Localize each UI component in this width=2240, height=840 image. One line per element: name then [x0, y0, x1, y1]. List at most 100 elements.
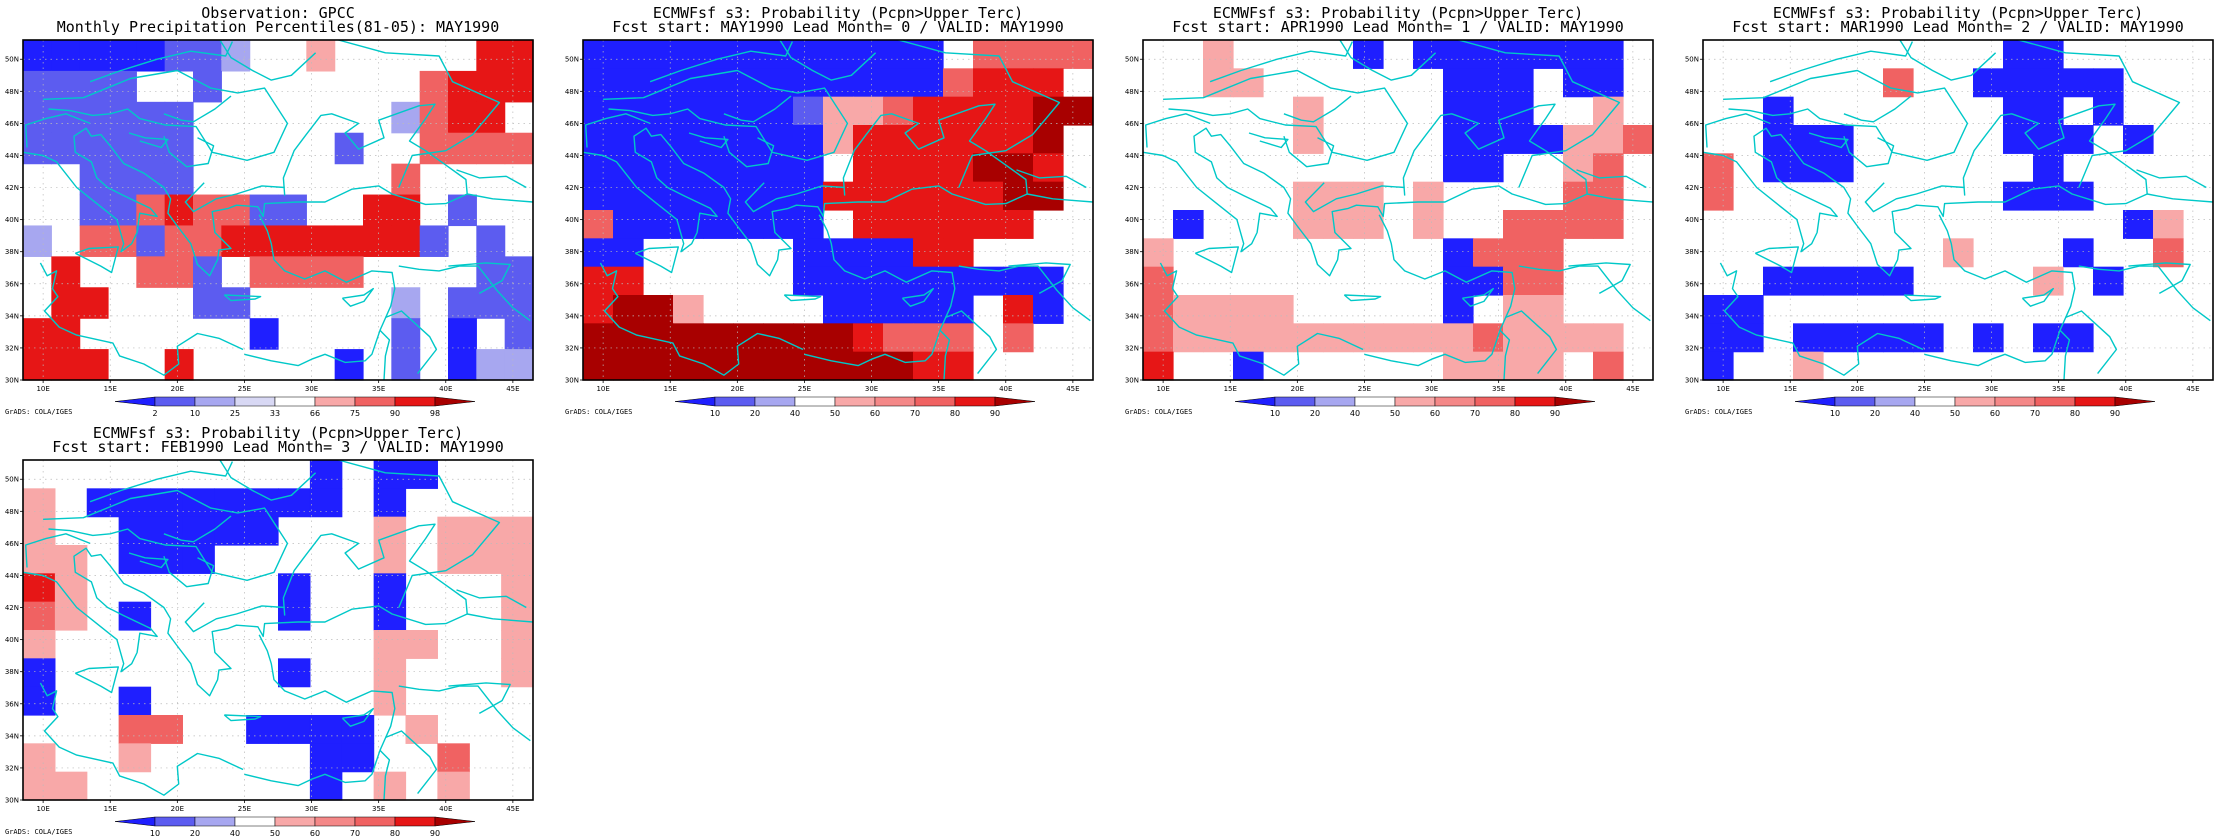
grid-cell [1443, 323, 1474, 353]
colorbar-label: 20 [1310, 409, 1320, 418]
grid-cell [1143, 323, 1174, 353]
colorbar-label: 40 [1910, 409, 1920, 418]
coastline [219, 40, 317, 81]
coastline [1518, 265, 1651, 322]
grid-cell [853, 210, 884, 239]
x-tick-label: 45E [1066, 385, 1079, 393]
grid-cell [136, 225, 166, 257]
grid-cell [504, 287, 534, 319]
x-tick-label: 35E [372, 385, 385, 393]
coastline [338, 40, 501, 188]
grid-cell [419, 225, 449, 257]
coastline [89, 41, 234, 83]
coastline [385, 730, 438, 795]
colorbar: 10 20 40 50 60 70 80 90 [1234, 396, 1596, 418]
grid-cell [136, 40, 166, 72]
x-tick-label: 40E [2119, 385, 2132, 393]
y-tick-label: 38N [565, 248, 579, 256]
grid-cell [1763, 266, 1794, 296]
grid-cell [733, 153, 764, 183]
colorbar-segment [1434, 396, 1476, 407]
colorbar-segment [194, 396, 236, 407]
y-tick-label: 42N [5, 604, 19, 612]
coastline [583, 103, 1028, 277]
colorbar-segment [194, 816, 236, 827]
grid-cell [853, 125, 884, 154]
y-tick-label: 40N [5, 216, 19, 224]
grid-cell [703, 68, 734, 98]
grid-cell [2063, 68, 2094, 98]
grid-cell [373, 488, 407, 518]
grid-cell [419, 132, 449, 165]
x-tick-label: 15E [1224, 385, 1237, 393]
grid-cell [476, 349, 506, 381]
y-tick-label: 40N [1685, 216, 1699, 224]
coastline [23, 523, 468, 697]
grid-cell [643, 68, 674, 98]
grid-cell [341, 715, 375, 744]
coastline-layer [1143, 40, 1653, 380]
grid-cell [1473, 40, 1504, 69]
grid-cell [437, 743, 470, 773]
grid-cell [943, 153, 974, 183]
coastline [1719, 262, 1924, 376]
y-tick-label: 48N [1685, 88, 1699, 96]
grid-cell [943, 96, 974, 126]
x-tick-label: 25E [238, 805, 251, 813]
x-tick-label: 40E [1559, 385, 1572, 393]
grid-cell [703, 323, 734, 353]
chart-title-line2: Fcst start: APR1990 Lead Month= 1 / VALI… [1172, 18, 1624, 36]
grid-cell [613, 125, 644, 154]
grid-cell [278, 194, 307, 227]
colorbar-label: 80 [1510, 409, 1520, 418]
grid-cell [1793, 125, 1824, 154]
grid-cell [1443, 153, 1474, 183]
grid-cell [673, 181, 704, 211]
y-tick-label: 44N [1685, 152, 1699, 160]
grid-cell [913, 295, 944, 324]
y-tick-label: 34N [5, 312, 19, 320]
y-tick-label: 46N [565, 120, 579, 128]
grid-cell [823, 238, 854, 268]
grid-cell [703, 40, 734, 69]
coastline [163, 95, 232, 123]
grid-cell [193, 225, 222, 257]
grid-cell [246, 488, 279, 518]
grid-cell [193, 287, 222, 319]
grid-cell [793, 238, 824, 268]
grid-cell [1883, 68, 1914, 98]
y-tick-label: 30N [5, 797, 19, 805]
grid-cell [1003, 181, 1034, 211]
coastline [1924, 214, 2076, 367]
grid-cell [823, 295, 854, 324]
y-tick-label: 38N [5, 248, 19, 256]
panel-lead-month-1: ECMWFsf s3: Probability (Pcpn>Upper Terc… [1120, 0, 1680, 420]
grid-cell [1503, 125, 1534, 154]
grid-cell [391, 349, 421, 381]
x-tick-label: 20E [1291, 385, 1304, 393]
y-tick-label: 32N [5, 344, 19, 352]
y-tick-label: 30N [1125, 377, 1139, 385]
y-tick-label: 30N [565, 377, 579, 385]
plot-frame [22, 39, 534, 381]
y-tick-label: 46N [1125, 120, 1139, 128]
grid-cell [1883, 266, 1914, 296]
grid-cell [733, 323, 764, 353]
y-tick-label: 42N [1125, 184, 1139, 192]
grid-cell [334, 349, 364, 381]
grid-cell [23, 132, 52, 165]
grid-cell [643, 153, 674, 183]
colorbar-label: 50 [1390, 409, 1400, 418]
coastline [74, 246, 120, 274]
grid-cell [973, 96, 1004, 126]
colorbar-arrow-low [674, 396, 716, 407]
grid-cell [823, 323, 854, 353]
grid-cell [1063, 40, 1094, 69]
grid-cell [853, 323, 884, 353]
grid-cell [23, 225, 52, 257]
coastline-layer [1703, 40, 2213, 380]
grid-cell [1473, 351, 1504, 381]
grid-cell [643, 96, 674, 126]
grid-cell [583, 238, 614, 268]
grid-cell [504, 256, 534, 288]
